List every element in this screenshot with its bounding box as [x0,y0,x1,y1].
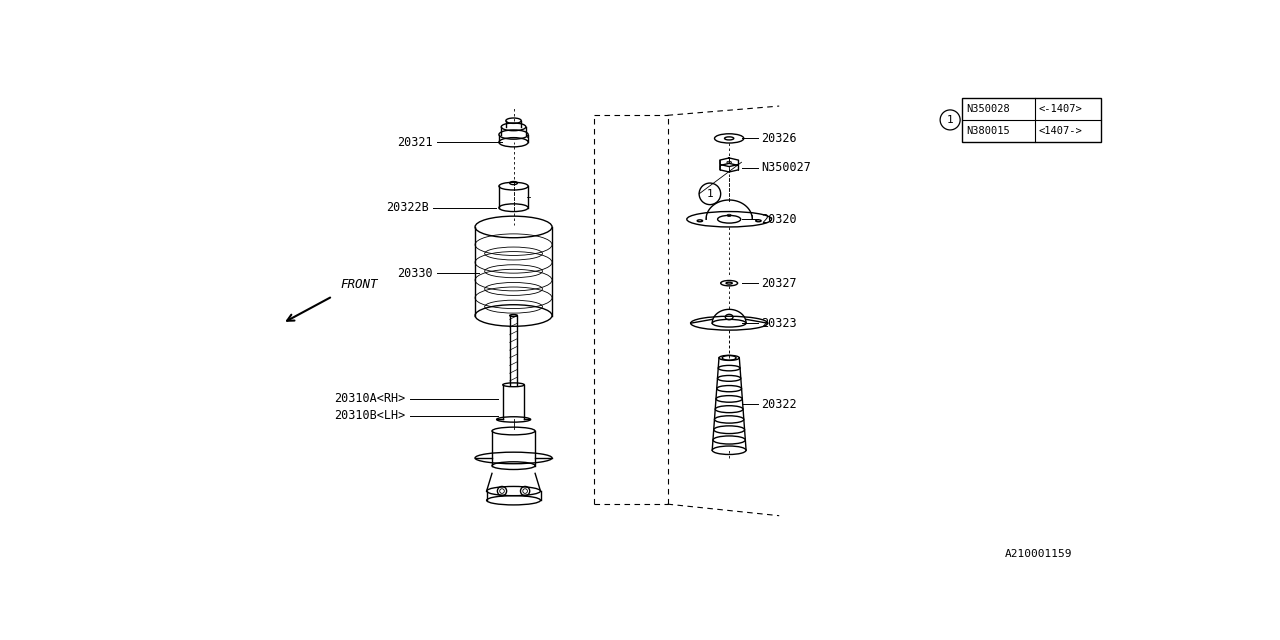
Text: N380015: N380015 [966,126,1010,136]
Text: 20321: 20321 [397,136,433,148]
Text: 20327: 20327 [762,276,797,290]
Text: N350027: N350027 [762,161,812,174]
Text: FRONT: FRONT [340,278,378,291]
Text: A210001159: A210001159 [1005,549,1071,559]
Text: 20310B<LH>: 20310B<LH> [334,409,406,422]
Text: 20323: 20323 [762,317,797,330]
Text: <1407->: <1407-> [1038,126,1082,136]
Text: 20330: 20330 [397,267,433,280]
Text: 20326: 20326 [762,132,797,145]
Text: 20310A<RH>: 20310A<RH> [334,392,406,405]
Text: 1: 1 [947,115,954,125]
Text: 20322: 20322 [762,397,797,410]
Text: 1: 1 [707,189,713,199]
Text: 20322B: 20322B [387,201,429,214]
Text: N350028: N350028 [966,104,1010,114]
Text: 20320: 20320 [762,212,797,226]
Bar [963,97,1101,142]
Text: <-1407>: <-1407> [1038,104,1082,114]
